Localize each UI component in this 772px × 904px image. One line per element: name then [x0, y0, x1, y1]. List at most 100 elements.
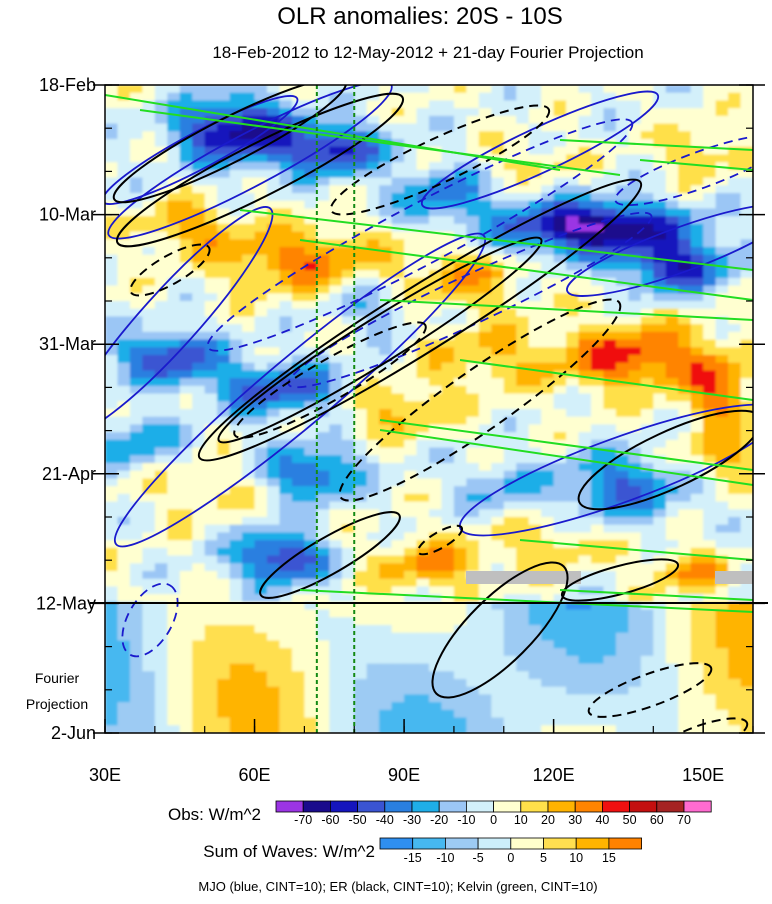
x-tick-label: 60E — [239, 765, 271, 785]
mjo-contour — [566, 203, 753, 297]
er-contour — [577, 409, 753, 511]
colorbar-swatch — [656, 800, 685, 813]
er-contour — [431, 561, 569, 699]
er-contour — [329, 104, 551, 216]
kelvin-contour — [639, 159, 753, 171]
colorbar-swatch — [384, 800, 413, 813]
colorbar-swatch — [275, 800, 304, 813]
mjo-contour — [287, 211, 653, 389]
x-tick-label: 90E — [388, 765, 420, 785]
colorbar-swatch — [510, 837, 544, 850]
projection-label-line1: Fourier — [35, 670, 80, 686]
y-axis: 18-Feb 10-Mar 31-Mar 21-Apr 12-May 2-Jun — [36, 75, 765, 743]
colorbar-level-label: -20 — [430, 813, 448, 827]
er-contour — [217, 236, 543, 444]
er-contour — [259, 511, 401, 599]
colorbar-swatch — [477, 837, 512, 850]
mjo-contour — [107, 85, 393, 240]
mjo-contour — [614, 133, 753, 207]
kelvin-contour — [139, 109, 621, 176]
colorbar-level-label: -70 — [294, 813, 312, 827]
obs-colorbar-label: Obs: W/m^2 — [168, 805, 261, 824]
colorbar-swatch — [465, 800, 494, 813]
waves-colorbar: -15 -10 -5 0 5 10 15 — [379, 837, 643, 865]
y-tick-label: 18-Feb — [39, 75, 96, 95]
missing-data-patch — [466, 571, 581, 584]
colorbar-swatch — [574, 800, 603, 813]
colorbar-swatch — [575, 837, 610, 850]
wave-contours — [105, 85, 753, 733]
colorbar-level-label: 15 — [602, 851, 616, 865]
colorbar-level-label: 30 — [568, 813, 582, 827]
kelvin-contour — [559, 139, 753, 151]
missing-data-patch — [715, 571, 753, 584]
heatmap-field — [105, 85, 753, 733]
colorbar-level-label: 0 — [490, 813, 497, 827]
kelvin-contour — [459, 359, 753, 401]
waves-colorbar-label: Sum of Waves: W/m^2 — [203, 842, 375, 861]
x-tick-label: 30E — [89, 765, 121, 785]
colorbar-swatch — [493, 800, 522, 813]
plot-area — [105, 85, 753, 733]
obs-colorbar: -70 -60 -50 -40 -30 -20 -10 0 10 20 30 40 50 60 70 — [275, 800, 712, 827]
y-tick-label: 12-May — [36, 593, 96, 613]
y-tick-label: 21-Apr — [42, 464, 96, 484]
x-axis: 30E 60E 90E 120E 150E — [89, 719, 754, 785]
kelvin-contour — [559, 589, 753, 601]
projection-label-line2: Projection — [26, 696, 88, 712]
colorbar-swatch — [329, 800, 358, 813]
mjo-contour — [121, 582, 179, 658]
colorbar-swatch — [444, 837, 479, 850]
colorbar-level-label: -5 — [473, 851, 484, 865]
er-contour — [233, 321, 427, 439]
colorbar-swatch — [438, 800, 467, 813]
colorbar-level-label: -10 — [457, 813, 475, 827]
chart-subtitle: 18-Feb-2012 to 12-May-2012 + 21-day Four… — [212, 43, 643, 62]
colorbar-level-label: -40 — [376, 813, 394, 827]
kelvin-contour — [379, 419, 753, 471]
colorbar-swatch — [608, 837, 643, 850]
colorbar-level-label: -60 — [321, 813, 339, 827]
kelvin-contour — [239, 209, 753, 271]
mjo-contour — [458, 403, 753, 537]
plot-frame — [104, 84, 754, 734]
x-tick-label: 150E — [682, 765, 724, 785]
colorbar-level-label: 10 — [514, 813, 528, 827]
y-tick-label: 10-Mar — [39, 205, 96, 225]
er-contour — [587, 662, 713, 718]
er-contour — [416, 524, 464, 556]
mjo-contour — [113, 232, 487, 548]
colorbar-swatch — [412, 837, 446, 850]
reference-lines — [315, 85, 356, 733]
colorbar-swatch — [520, 800, 549, 813]
kelvin-contour — [299, 589, 753, 613]
er-contour — [197, 178, 643, 462]
kelvin-contour — [299, 239, 753, 301]
colorbar-level-label: 20 — [541, 813, 555, 827]
colorbar-swatch — [357, 800, 386, 813]
mjo-contour — [420, 90, 660, 210]
er-contour — [129, 243, 211, 297]
colorbar-swatch — [629, 800, 658, 813]
colorbar-swatch — [547, 800, 576, 813]
er-contour — [115, 92, 405, 248]
y-tick-label: 2-Jun — [51, 723, 96, 743]
colorbar-swatch — [379, 837, 414, 850]
colorbar-level-label: 5 — [540, 851, 547, 865]
kelvin-contour — [379, 429, 753, 486]
kelvin-contour — [519, 539, 753, 561]
colorbar-level-label: -30 — [403, 813, 421, 827]
colorbar-level-label: 10 — [569, 851, 583, 865]
x-tick-label: 120E — [533, 765, 575, 785]
wave-legend-text: MJO (blue, CINT=10); ER (black, CINT=10)… — [198, 879, 597, 894]
colorbar-swatch — [602, 800, 631, 813]
colorbar-level-label: -50 — [349, 813, 367, 827]
colorbar-level-label: 70 — [677, 813, 691, 827]
y-tick-label: 31-Mar — [39, 334, 96, 354]
colorbar-swatch — [411, 800, 440, 813]
mjo-contour — [105, 95, 299, 205]
colorbar-level-label: 50 — [623, 813, 637, 827]
er-contour — [338, 298, 622, 502]
colorbar-swatch — [683, 800, 712, 813]
